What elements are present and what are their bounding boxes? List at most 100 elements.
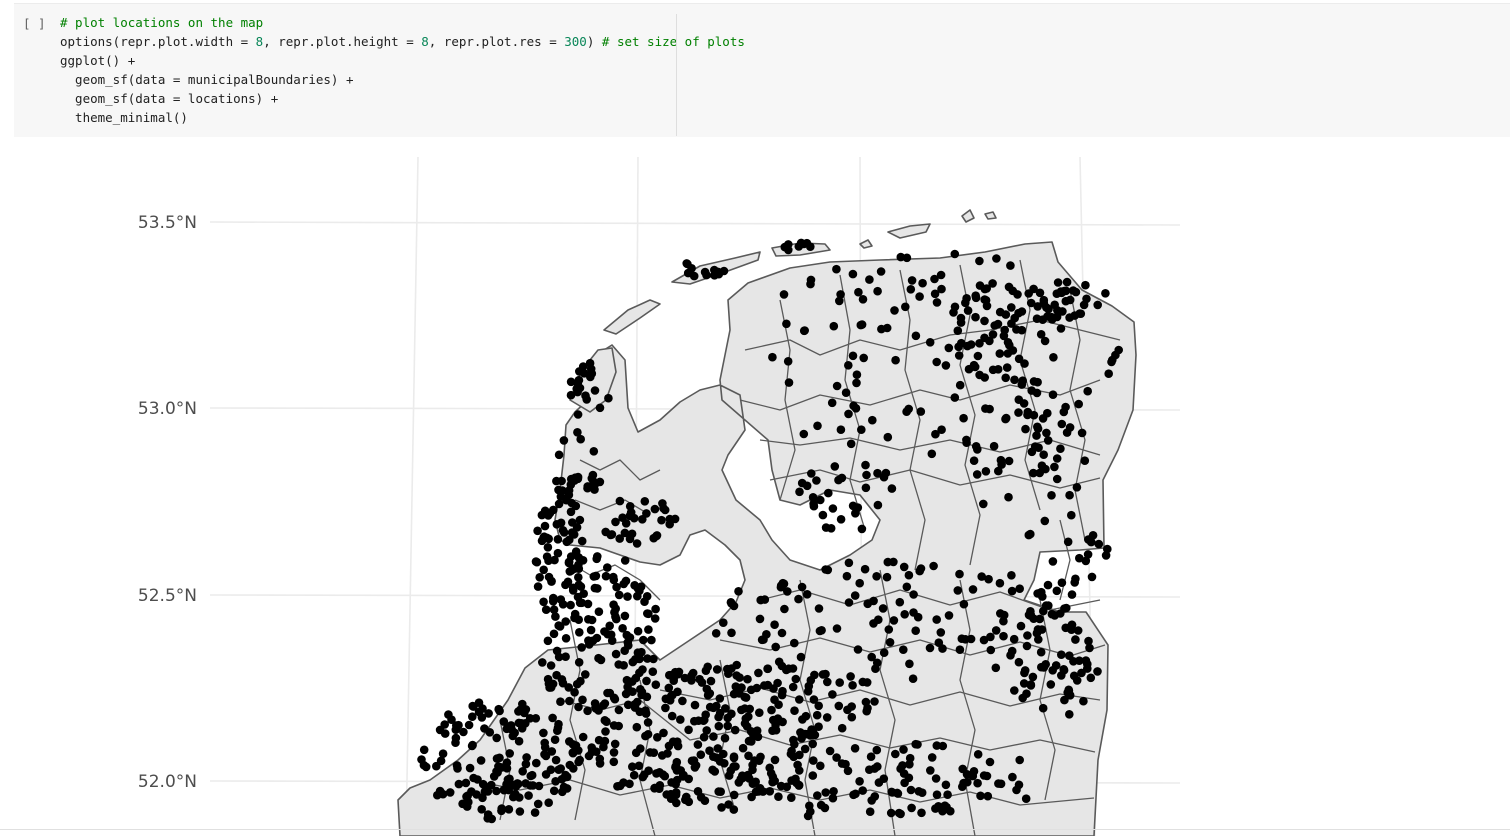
location-point (534, 781, 544, 791)
location-point (583, 483, 592, 493)
location-point (557, 774, 567, 784)
location-point (834, 701, 844, 711)
location-point (700, 796, 710, 805)
location-point (1068, 286, 1078, 295)
location-point (995, 578, 1005, 588)
island-small (859, 239, 873, 249)
location-point (484, 709, 493, 718)
location-point (988, 330, 998, 339)
location-point (1021, 424, 1030, 434)
location-point (823, 677, 832, 687)
location-point (941, 780, 951, 790)
location-point (938, 644, 947, 653)
location-point (931, 429, 940, 439)
location-point (684, 725, 693, 735)
location-point (474, 698, 484, 707)
location-point (591, 703, 600, 712)
location-point (483, 810, 493, 819)
location-point (714, 721, 724, 731)
location-point (787, 793, 796, 802)
location-point (879, 648, 889, 657)
location-point (787, 776, 796, 785)
location-point (796, 238, 806, 248)
location-point (944, 343, 954, 353)
code-cell[interactable]: [ ] # plot locations on the map options(… (14, 3, 1510, 137)
location-point (1050, 462, 1059, 472)
location-point (664, 683, 674, 693)
location-point (1015, 755, 1024, 765)
location-point (678, 696, 687, 706)
location-point (850, 591, 860, 600)
code-text: geom_sf(data = municipalBoundaries) + (60, 72, 354, 87)
location-point (567, 528, 577, 537)
location-point (577, 536, 587, 546)
location-point (614, 721, 623, 731)
location-point (914, 787, 924, 796)
location-point (991, 663, 1001, 673)
location-point (619, 579, 628, 589)
location-point (986, 645, 996, 655)
location-point (1006, 261, 1015, 270)
location-point (774, 792, 783, 801)
location-point (571, 501, 581, 511)
location-point (863, 599, 872, 609)
location-point (543, 674, 553, 684)
location-point (961, 298, 970, 308)
location-point (1024, 610, 1034, 620)
location-point (850, 744, 860, 753)
location-point (794, 594, 803, 604)
location-point (632, 539, 642, 548)
location-point (729, 753, 739, 763)
location-point (1029, 284, 1038, 294)
location-point (790, 638, 799, 648)
location-point (566, 390, 576, 400)
code-editor[interactable]: # plot locations on the map options(repr… (60, 13, 745, 127)
location-point (778, 686, 787, 696)
location-point (981, 296, 991, 305)
location-point (855, 777, 864, 786)
location-point (829, 321, 839, 331)
location-point (589, 447, 599, 456)
location-point (1007, 586, 1017, 596)
location-point (1042, 428, 1051, 438)
location-point (541, 770, 551, 779)
location-point (727, 709, 736, 719)
location-point (572, 679, 582, 689)
location-point (1074, 399, 1083, 409)
location-point (1075, 656, 1084, 665)
location-point (1036, 330, 1046, 339)
location-point (899, 745, 908, 754)
location-point (575, 628, 584, 637)
location-point (962, 438, 971, 448)
location-point (740, 719, 750, 728)
location-point (973, 778, 982, 788)
location-point (857, 524, 867, 534)
location-point (433, 790, 442, 800)
location-point (841, 388, 851, 398)
location-point (1035, 614, 1044, 624)
location-point (690, 716, 699, 726)
location-point (552, 476, 561, 486)
location-point (1093, 667, 1102, 676)
location-point (1075, 553, 1084, 563)
location-point (568, 748, 578, 757)
location-point (818, 510, 828, 520)
location-point (595, 759, 605, 768)
location-point (1081, 656, 1091, 665)
location-point (886, 808, 896, 818)
run-cell-button[interactable]: [ ] (23, 16, 46, 31)
location-point (807, 469, 816, 478)
location-point (539, 597, 548, 607)
location-point (1048, 390, 1058, 400)
location-point (738, 743, 748, 753)
location-point (549, 593, 558, 603)
location-point (573, 428, 582, 437)
location-point (744, 774, 754, 783)
location-point (637, 647, 646, 657)
location-point (848, 681, 857, 690)
location-point (476, 756, 486, 765)
location-point (1038, 414, 1048, 423)
location-point (612, 614, 621, 624)
location-point (588, 470, 598, 480)
location-point (629, 770, 639, 780)
